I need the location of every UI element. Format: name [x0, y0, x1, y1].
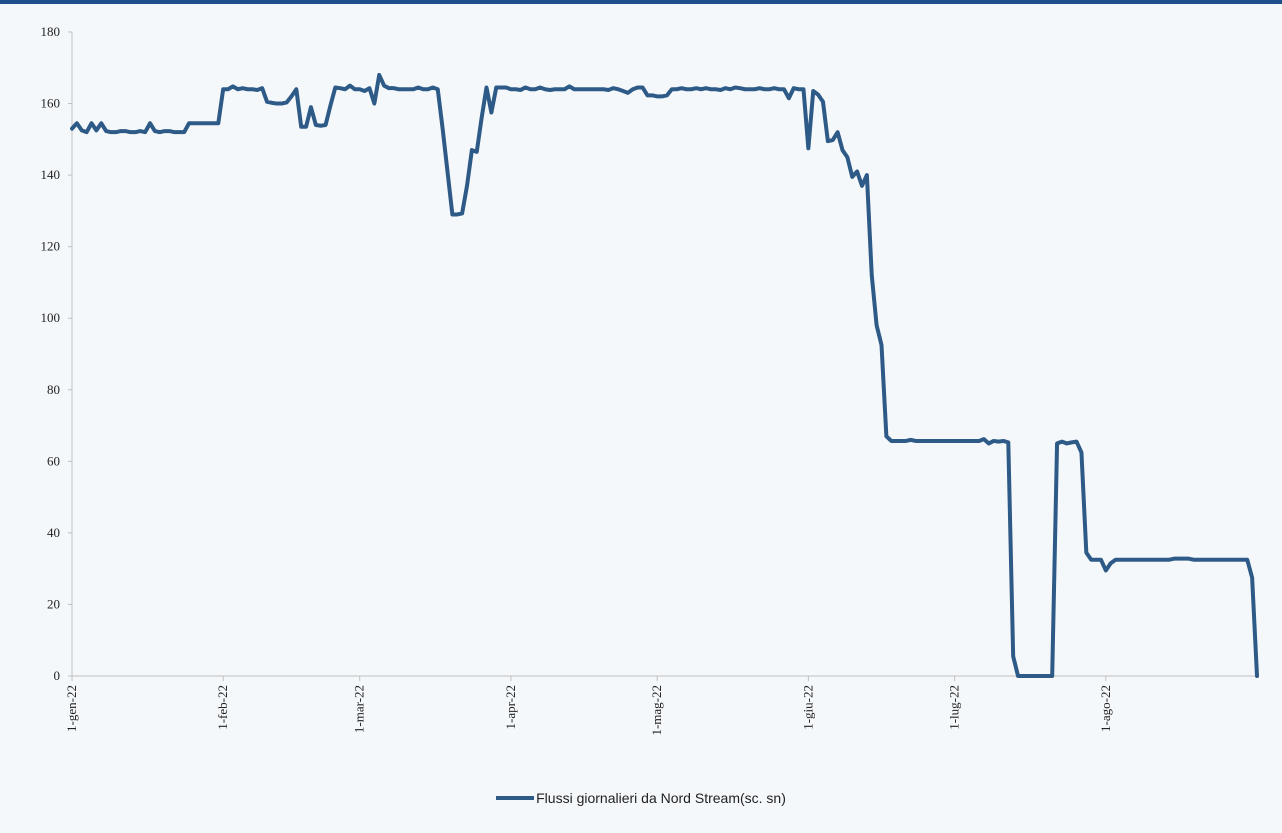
y-tick-label: 100: [41, 310, 61, 325]
y-tick-label: 60: [47, 453, 60, 468]
top-rule: [0, 0, 1282, 4]
y-tick-label: 40: [47, 525, 60, 540]
y-axis: 0 20 40 60 80 100 120 140 160 180: [41, 24, 73, 683]
y-tick-label: 140: [41, 167, 61, 182]
x-tick-label: 1-apr-22: [503, 685, 518, 730]
y-tick-label: 160: [41, 96, 61, 111]
legend-label: Flussi giornalieri da Nord Stream(sc. sn…: [536, 790, 786, 806]
x-tick-label: 1-mar-22: [352, 685, 367, 733]
legend-swatch: [496, 796, 535, 800]
x-tick-label: 1-mag-22: [649, 685, 664, 736]
x-tick-label: 1-ago-22: [1098, 685, 1113, 732]
y-tick-label: 80: [47, 382, 60, 397]
y-tick-label: 0: [54, 668, 61, 683]
x-tick-label: 1-giu-22: [800, 685, 815, 730]
y-tick-label: 20: [47, 596, 60, 611]
x-axis: 1-gen-22 1-feb-22 1-mar-22 1-apr-22 1-mag-22…: [64, 675, 1257, 736]
legend: Flussi giornalieri da Nord Stream(sc. sn…: [0, 790, 1282, 806]
y-tick-label: 120: [41, 239, 61, 254]
x-tick-label: 1-lug-22: [947, 685, 962, 730]
series-line: [70, 72, 1259, 678]
x-tick-label: 1-gen-22: [64, 685, 79, 732]
y-tick-label: 180: [41, 24, 61, 39]
x-tick-label: 1-feb-22: [215, 685, 230, 730]
series-group: [70, 72, 1259, 678]
